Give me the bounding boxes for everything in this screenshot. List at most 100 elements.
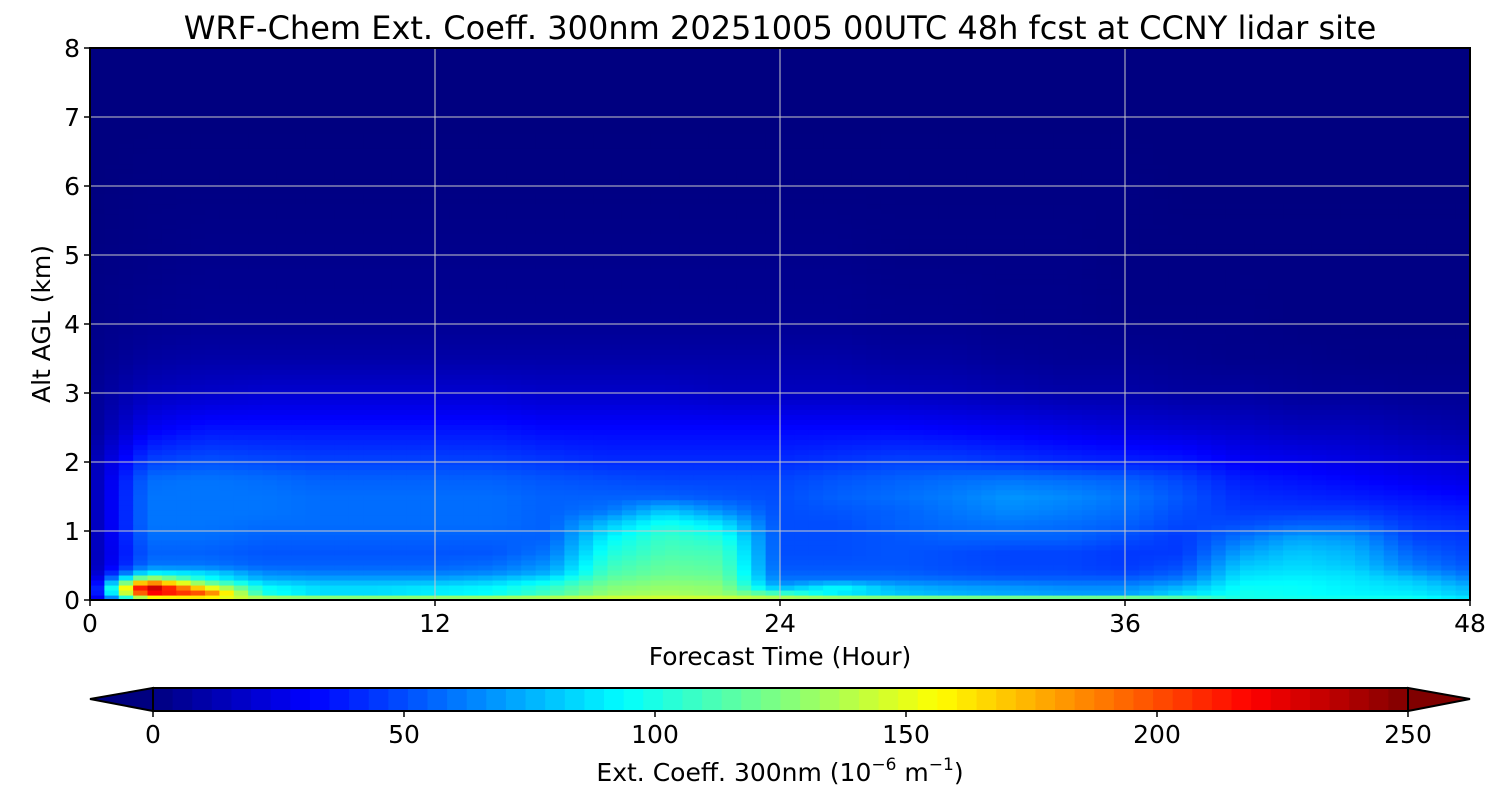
heatmap-cell [650, 409, 666, 415]
heatmap-cell [693, 364, 709, 370]
heatmap-cell [291, 349, 307, 355]
heatmap-cell [665, 414, 680, 420]
heatmap-cell [693, 574, 709, 581]
heatmap-cell [463, 549, 479, 556]
heatmap-cell [981, 429, 997, 435]
heatmap-cell [1168, 564, 1184, 571]
heatmap-cell [133, 369, 149, 375]
heatmap-cell [636, 554, 652, 561]
heatmap-cell [262, 364, 278, 370]
heatmap-cell [363, 384, 379, 390]
heatmap-cell [923, 514, 939, 521]
heatmap-cell [1240, 379, 1255, 385]
heatmap-cell [1196, 384, 1212, 390]
heatmap-cell [262, 479, 278, 486]
heatmap-cell [478, 354, 494, 360]
heatmap-cell [1211, 349, 1227, 355]
heatmap-cell [665, 369, 680, 375]
heatmap-cell [636, 414, 652, 420]
heatmap-cell [1139, 419, 1155, 425]
heatmap-cell [248, 554, 264, 561]
heatmap-cell [1225, 359, 1241, 365]
heatmap-cell [1311, 574, 1327, 581]
heatmap-cell [1355, 439, 1370, 446]
heatmap-cell [1211, 414, 1227, 420]
heatmap-cell [1240, 479, 1255, 486]
heatmap-cell [1369, 444, 1385, 451]
heatmap-cell [550, 544, 565, 551]
chart-title: WRF-Chem Ext. Coeff. 300nm 20251005 00UT… [184, 9, 1377, 47]
heatmap-cell [478, 519, 494, 526]
heatmap-cell [751, 374, 767, 380]
heatmap-cell [1153, 369, 1169, 375]
heatmap-cell [1125, 509, 1140, 516]
heatmap-cell [607, 559, 623, 566]
heatmap-cell [966, 399, 982, 405]
heatmap-cell [808, 579, 824, 586]
heatmap-cell [133, 449, 149, 456]
heatmap-cell [665, 399, 680, 405]
heatmap-cell [952, 539, 968, 546]
heatmap-cell [363, 524, 379, 531]
heatmap-cell [1067, 564, 1083, 571]
heatmap-cell [808, 549, 824, 556]
heatmap-cell [478, 399, 494, 405]
heatmap-cell [765, 569, 781, 576]
heatmap-cell [1225, 544, 1241, 551]
heatmap-cell [693, 579, 709, 586]
heatmap-cell [205, 414, 220, 420]
heatmap-cell [161, 449, 177, 456]
heatmap-cell [1283, 399, 1299, 405]
heatmap-cell [435, 499, 450, 506]
heatmap-cell [104, 419, 120, 425]
heatmap-cell [521, 549, 537, 556]
heatmap-cell [808, 399, 824, 405]
heatmap-cell [923, 519, 939, 526]
heatmap-cell [262, 424, 278, 430]
heatmap-cell [161, 514, 177, 521]
heatmap-cell [90, 509, 105, 516]
heatmap-cell [1225, 504, 1241, 511]
heatmap-cell [607, 354, 623, 360]
heatmap-cell [1441, 474, 1457, 481]
heatmap-cell [564, 339, 580, 345]
heatmap-cell [851, 544, 867, 551]
heatmap-cell [1355, 569, 1370, 576]
heatmap-cell [305, 489, 321, 496]
heatmap-cell [276, 379, 292, 385]
heatmap-cell [1067, 474, 1083, 481]
heatmap-cell [1081, 339, 1097, 345]
heatmap-cell [923, 444, 939, 451]
heatmap-cell [880, 514, 896, 521]
heatmap-cell [1297, 579, 1313, 586]
heatmap-cell [693, 344, 709, 350]
heatmap-cell [880, 479, 896, 486]
heatmap-cell [1024, 529, 1040, 536]
heatmap-cell [1067, 519, 1083, 526]
heatmap-cell [1369, 364, 1385, 370]
heatmap-cell [851, 359, 867, 365]
heatmap-cell [406, 594, 422, 601]
heatmap-cell [1010, 479, 1025, 486]
heatmap-cell [621, 419, 637, 425]
heatmap-cell [1283, 404, 1299, 410]
heatmap-cell [334, 484, 350, 491]
heatmap-cell [1024, 454, 1040, 461]
heatmap-cell [406, 574, 422, 581]
heatmap-cell [363, 554, 379, 561]
heatmap-cell [291, 404, 307, 410]
heatmap-cell [291, 384, 307, 390]
heatmap-cell [578, 449, 594, 456]
heatmap-cell [1441, 504, 1457, 511]
heatmap-cell [1211, 399, 1227, 405]
heatmap-cell [391, 554, 407, 561]
heatmap-cell [276, 594, 292, 601]
heatmap-cell [348, 354, 364, 360]
heatmap-cell [1225, 454, 1241, 461]
heatmap-cell [808, 534, 824, 541]
heatmap-cell [1383, 544, 1399, 551]
heatmap-cell [665, 504, 680, 511]
heatmap-cell [722, 589, 738, 596]
heatmap-cell [161, 484, 177, 491]
heatmap-cell [176, 504, 192, 511]
